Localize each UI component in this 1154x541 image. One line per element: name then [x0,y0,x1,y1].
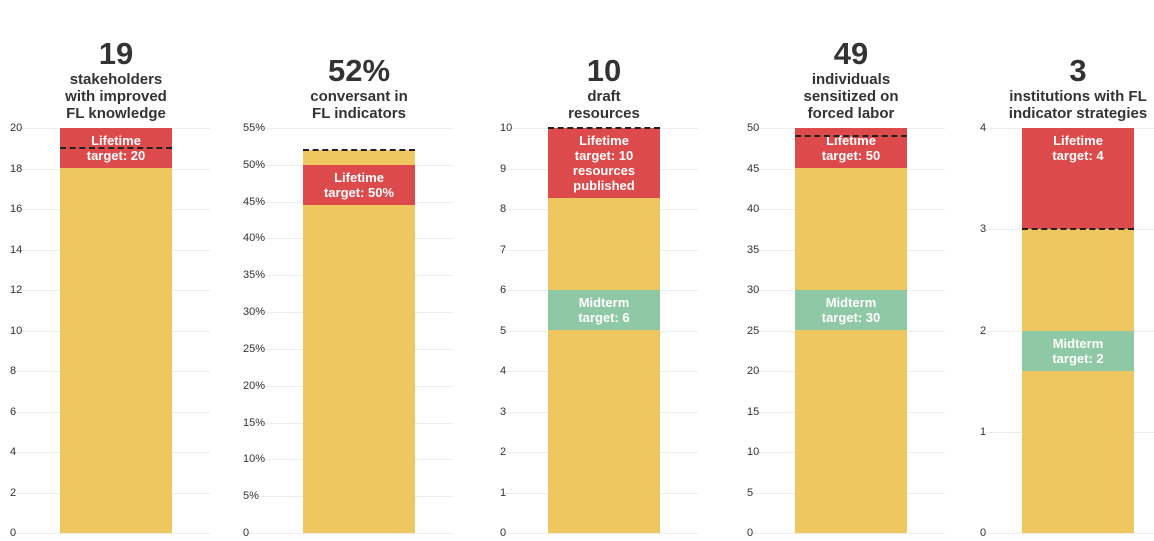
y-tick-label: 6 [10,405,17,418]
grid-line [500,533,698,534]
target-box: Midterm target: 6 [548,290,660,330]
y-tick-label: 50% [243,158,266,171]
y-tick-label: 4 [500,365,507,377]
y-tick-label: 5% [243,490,259,503]
y-tick-label: 8 [500,203,507,215]
y-tick-label: 4 [10,446,17,458]
y-tick-label: 1 [500,486,507,499]
y-tick-label: 8 [10,365,17,377]
headline-value: 3 [1069,53,1087,88]
y-tick-label: 9 [500,162,507,175]
value-line [60,147,172,150]
panel-header: 19 stakeholders with improved FL knowledg… [16,0,216,123]
y-tick-label: 15% [243,416,266,429]
y-tick-label: 0 [243,527,250,539]
y-tick-label: 20 [747,365,760,377]
y-tick-label: 35 [747,243,760,256]
y-tick-label: 30% [243,306,266,319]
y-tick-label: 15 [747,405,760,418]
target-box: Lifetime target: 4 [1022,128,1134,230]
y-tick-label: 12 [10,284,23,296]
bar [795,136,907,533]
y-tick-label: 20% [243,379,266,392]
y-tick-label: 5 [747,486,754,499]
panel-subtitle: draft resources [568,88,640,122]
y-tick-label: 35% [243,269,266,282]
y-tick-label: 0 [980,527,987,539]
y-tick-label: 55% [243,122,266,134]
value-line [795,135,907,138]
target-box: Midterm target: 2 [1022,330,1134,371]
panel-subtitle: institutions with FL indicator strategie… [1008,88,1148,122]
y-tick-label: 5 [500,324,507,337]
bar [303,150,415,533]
grid-line [747,533,945,534]
y-tick-label: 45 [747,162,760,175]
target-box: Lifetime target: 50 [795,128,907,168]
target-box: Lifetime target: 50% [303,164,415,205]
target-box: Midterm target: 30 [795,290,907,330]
panel-header: 49 individuals sensitized on forced labor [751,0,951,123]
y-tick-label: 3 [980,223,987,236]
bar [1022,229,1134,533]
y-tick-label: 10 [500,122,513,134]
y-tick-label: 40 [747,203,760,215]
panel-header: 10 draft resources [504,0,704,123]
value-line [548,127,660,129]
y-tick-label: 25 [747,324,760,337]
y-tick-label: 14 [10,243,23,256]
y-tick-label: 16 [10,203,23,215]
grid-line [10,533,210,534]
y-tick-label: 40% [243,232,266,245]
grid-line [243,128,453,129]
value-line [1022,228,1134,231]
y-tick-label: 10 [10,324,23,337]
grid-line [980,533,1154,534]
y-tick-label: 50 [747,122,760,134]
panel-subtitle: individuals sensitized on forced labor [803,71,899,122]
panel-header: 52% conversant in FL indicators [259,0,459,123]
y-tick-label: 6 [500,284,507,296]
y-tick-label: 0 [747,527,754,539]
y-tick-label: 30 [747,284,760,296]
panel-subtitle: stakeholders with improved FL knowledge [65,71,167,122]
y-tick-label: 4 [980,122,987,134]
y-tick-label: 3 [500,405,507,418]
value-line [303,149,415,152]
y-tick-label: 7 [500,243,507,256]
y-tick-label: 10% [243,453,266,466]
y-tick-label: 1 [980,425,987,438]
y-tick-label: 2 [980,324,987,337]
headline-value: 52% [327,53,391,88]
headline-value: 49 [833,36,869,71]
y-tick-label: 0 [500,527,507,539]
y-tick-label: 25% [243,342,266,355]
panel-subtitle: conversant in FL indicators [310,88,408,122]
target-box: Lifetime target: 10 resources published [548,128,660,198]
y-tick-label: 0 [10,527,17,539]
panel-header: 3 institutions with FL indicator strategi… [978,0,1154,123]
y-tick-label: 2 [10,486,17,499]
headline-value: 19 [98,36,134,71]
y-tick-label: 20 [10,122,23,134]
bar [60,148,172,533]
y-tick-label: 18 [10,162,23,175]
grid-line [243,533,453,534]
y-tick-label: 10 [747,446,760,458]
y-tick-label: 45% [243,195,266,208]
y-tick-label: 2 [500,446,507,458]
headline-value: 10 [586,53,622,88]
